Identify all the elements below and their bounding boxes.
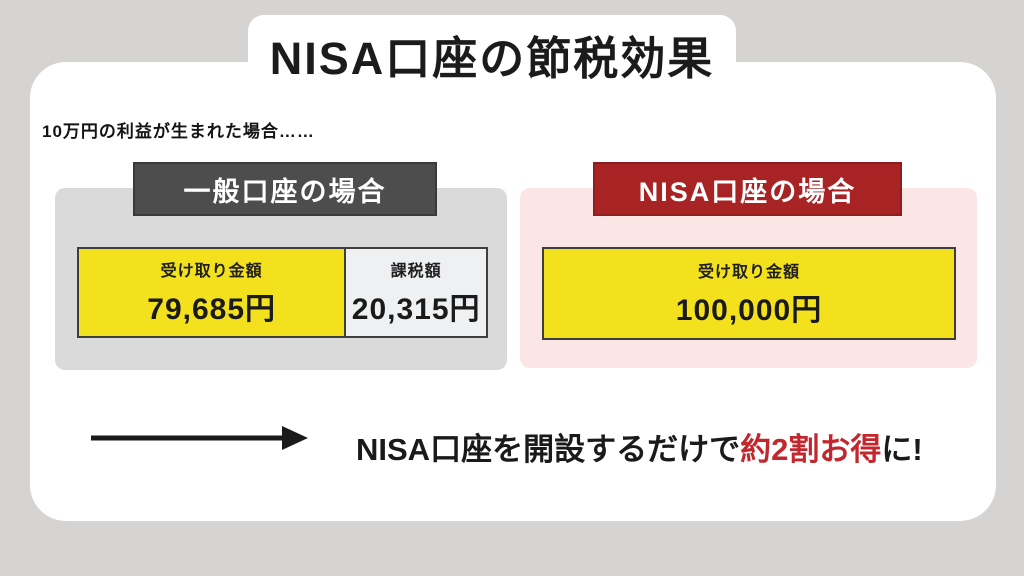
general-tax-value: 20,315円: [351, 293, 481, 326]
general-received-label: 受け取り金額: [160, 263, 263, 280]
nisa-account-header: NISA口座の場合: [593, 162, 902, 216]
general-tax-label: 課税額: [390, 263, 442, 280]
conclusion-highlight: 約2割お得: [740, 432, 882, 467]
general-account-header: 一般口座の場合: [133, 162, 437, 216]
general-received-value: 79,685円: [147, 293, 277, 326]
nisa-received-label: 受け取り金額: [697, 264, 800, 281]
page-title: NISA口座の節税効果: [269, 32, 715, 84]
general-received-cell: 受け取り金額 79,685円: [79, 249, 345, 336]
scenario-subtitle: 10万円の利益が生まれた場合……: [42, 122, 315, 141]
nisa-account-amounts: 受け取り金額 100,000円: [542, 247, 956, 340]
conclusion-text: NISA口座を開設するだけで約2割お得に!: [356, 424, 923, 469]
general-account-amounts: 受け取り金額 79,685円 課税額 20,315円: [77, 247, 488, 338]
title-banner: NISA口座の節税効果: [248, 15, 736, 93]
general-account-header-label: 一般口座の場合: [183, 176, 387, 207]
general-tax-cell: 課税額 20,315円: [344, 249, 486, 336]
conclusion-prefix: NISA口座を開設するだけで: [356, 432, 741, 467]
nisa-received-value: 100,000円: [675, 294, 823, 327]
conclusion-suffix: に!: [881, 432, 923, 467]
nisa-received-cell: 受け取り金額 100,000円: [544, 249, 954, 338]
arrow-right-icon: [88, 423, 310, 453]
nisa-account-header-label: NISA口座の場合: [638, 176, 857, 207]
